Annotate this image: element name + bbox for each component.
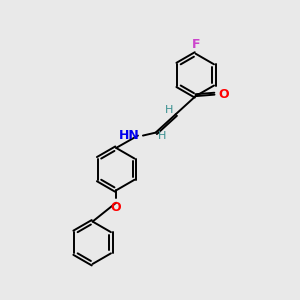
Text: O: O <box>218 88 229 101</box>
Text: H: H <box>158 131 166 141</box>
Text: H: H <box>165 105 173 115</box>
Text: O: O <box>111 201 122 214</box>
Text: HN: HN <box>119 129 140 142</box>
Text: F: F <box>191 38 200 51</box>
